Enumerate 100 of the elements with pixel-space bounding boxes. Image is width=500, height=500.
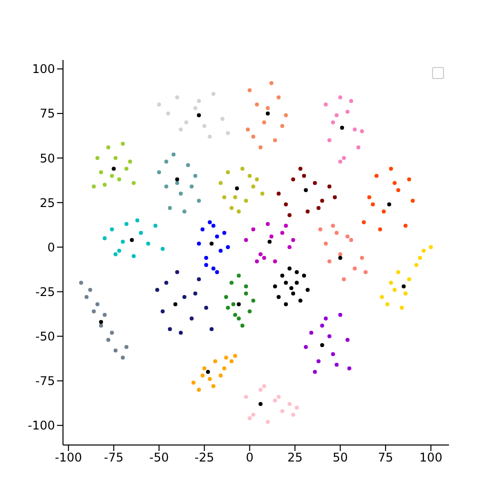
point bbox=[418, 256, 422, 260]
point bbox=[244, 238, 248, 242]
point bbox=[258, 252, 263, 256]
point bbox=[331, 224, 336, 228]
point bbox=[269, 81, 274, 86]
point bbox=[233, 312, 238, 317]
point bbox=[178, 128, 183, 132]
point bbox=[284, 280, 288, 285]
point bbox=[331, 352, 336, 356]
point bbox=[117, 248, 122, 253]
point bbox=[349, 238, 354, 242]
point bbox=[230, 206, 234, 210]
point bbox=[291, 177, 296, 182]
point bbox=[102, 182, 107, 187]
point bbox=[294, 270, 299, 274]
point bbox=[206, 370, 210, 374]
y-tick-label: -50 bbox=[35, 330, 55, 344]
point bbox=[196, 277, 201, 282]
point bbox=[407, 177, 412, 182]
point bbox=[248, 309, 252, 314]
point bbox=[266, 106, 270, 110]
point bbox=[316, 206, 321, 210]
point bbox=[200, 227, 205, 232]
x-tick-label: 25 bbox=[287, 450, 303, 465]
point bbox=[218, 373, 223, 378]
point bbox=[251, 227, 256, 232]
y-tick-label: -75 bbox=[35, 374, 55, 388]
point bbox=[294, 280, 299, 285]
point bbox=[288, 245, 292, 250]
point bbox=[288, 213, 292, 218]
point bbox=[240, 324, 244, 328]
point bbox=[193, 291, 198, 296]
point bbox=[246, 128, 250, 132]
point bbox=[306, 210, 310, 214]
point bbox=[244, 394, 248, 399]
point bbox=[349, 98, 354, 103]
point bbox=[110, 174, 114, 178]
point bbox=[160, 309, 165, 314]
point bbox=[99, 320, 104, 324]
point bbox=[175, 270, 180, 274]
point bbox=[284, 302, 288, 306]
point bbox=[215, 270, 220, 274]
point bbox=[160, 246, 165, 251]
point bbox=[273, 259, 278, 264]
point bbox=[324, 316, 328, 320]
point bbox=[346, 338, 350, 342]
point bbox=[196, 98, 201, 103]
point bbox=[226, 245, 230, 250]
point bbox=[230, 359, 234, 364]
point bbox=[175, 95, 180, 100]
point bbox=[153, 224, 158, 228]
point bbox=[342, 156, 346, 160]
x-tick-label: -50 bbox=[149, 450, 169, 465]
x-tick-label: 100 bbox=[419, 450, 442, 465]
point bbox=[338, 312, 342, 317]
point bbox=[88, 288, 92, 292]
point bbox=[288, 266, 292, 271]
point bbox=[251, 298, 256, 303]
point bbox=[288, 402, 292, 406]
y-tick-label: 50 bbox=[40, 151, 55, 166]
point bbox=[273, 398, 278, 402]
point bbox=[218, 180, 223, 185]
point bbox=[210, 242, 214, 246]
point bbox=[280, 230, 284, 235]
point bbox=[370, 202, 375, 206]
point bbox=[236, 302, 241, 306]
point bbox=[208, 134, 212, 139]
point bbox=[202, 124, 206, 128]
point bbox=[224, 295, 228, 300]
point bbox=[95, 302, 100, 306]
point bbox=[106, 338, 110, 342]
point bbox=[102, 312, 107, 317]
point bbox=[251, 412, 256, 417]
point bbox=[280, 409, 284, 414]
point bbox=[362, 220, 366, 224]
x-tick-label: 50 bbox=[332, 450, 348, 465]
point bbox=[387, 202, 392, 206]
point bbox=[389, 166, 394, 171]
point bbox=[260, 192, 264, 196]
point bbox=[382, 210, 386, 214]
point bbox=[306, 288, 310, 292]
point bbox=[280, 274, 284, 278]
point bbox=[334, 230, 339, 235]
point bbox=[276, 394, 281, 399]
point bbox=[291, 238, 296, 242]
point bbox=[215, 234, 220, 238]
point bbox=[284, 224, 288, 228]
point bbox=[138, 230, 143, 235]
point bbox=[200, 373, 205, 378]
point bbox=[208, 377, 212, 382]
point bbox=[106, 145, 110, 150]
point bbox=[135, 218, 140, 222]
point bbox=[248, 174, 252, 178]
point bbox=[79, 280, 84, 285]
point bbox=[258, 402, 263, 406]
point bbox=[374, 174, 379, 178]
point bbox=[346, 110, 350, 114]
point bbox=[396, 188, 400, 192]
point bbox=[254, 177, 259, 182]
point bbox=[258, 145, 263, 150]
